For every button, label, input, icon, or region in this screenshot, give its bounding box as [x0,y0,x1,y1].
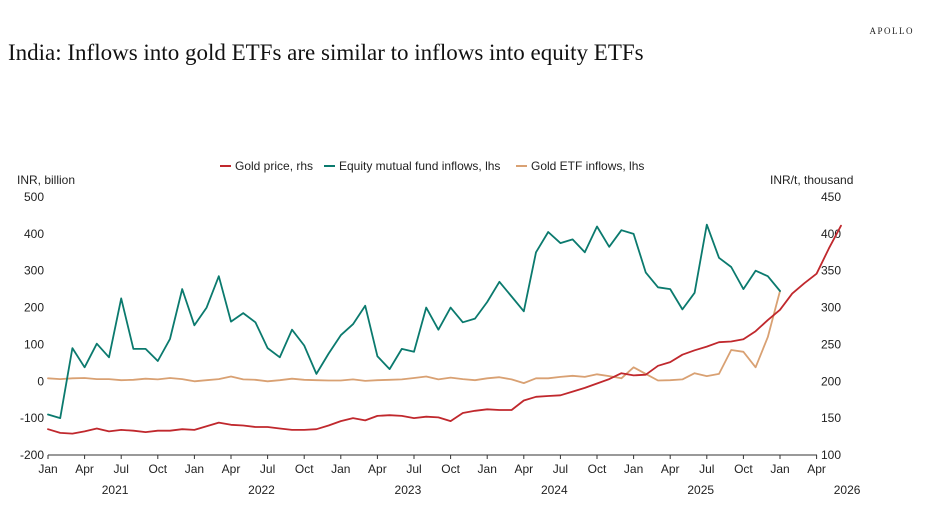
x-tick-label: Oct [295,462,314,476]
right-tick-label: 150 [821,411,841,425]
right-tick-label: 300 [821,301,841,315]
left-tick-label: 200 [24,301,44,315]
x-tick-label: Jan [624,462,643,476]
x-year-label: 2023 [395,483,422,497]
left-tick-label: 300 [24,264,44,278]
series-layer [47,223,842,435]
x-tick-label: Apr [514,462,533,476]
x-tick-label: Apr [807,462,826,476]
x-tick-label: Jan [770,462,789,476]
x-year-label: 2022 [248,483,275,497]
x-tick-label: Jul [406,462,421,476]
chart-title: India: Inflows into gold ETFs are simila… [8,40,644,65]
x-year-label: 2026 [834,483,861,497]
series-line-gold-price [47,224,842,435]
x-tick-label: Jul [114,462,129,476]
legend-label-gold-price: Gold price, rhs [235,159,313,173]
x-tick-label: Apr [368,462,387,476]
series-line-gold-etf-inflows [47,290,781,385]
x-axis-ticks: Jan Apr Jul Oct Jan Apr Jul Oct Jan Apr Jul Oct Jan A… [38,455,861,497]
x-tick-label: Apr [222,462,241,476]
left-axis-ticks: -200 -100 0 100 200 300 400 500 [20,190,44,462]
x-tick-label: Oct [441,462,460,476]
left-tick-label: 400 [24,227,44,241]
right-tick-label: 450 [821,190,841,204]
right-tick-label: 250 [821,337,841,351]
x-tick-label: Jan [478,462,497,476]
legend-label-gold-etf-inflows: Gold ETF inflows, lhs [531,159,644,173]
x-tick-label: Oct [588,462,607,476]
x-tick-label: Jul [553,462,568,476]
x-year-label: 2025 [687,483,714,497]
left-tick-label: 100 [24,337,44,351]
x-tick-label: Oct [148,462,167,476]
x-tick-label: Jan [38,462,57,476]
x-tick-label: Oct [734,462,753,476]
x-tick-label: Jan [331,462,350,476]
x-year-label: 2024 [541,483,568,497]
brand-logo: APOLLO [869,26,914,36]
left-tick-label: 500 [24,190,44,204]
legend-label-equity-inflows: Equity mutual fund inflows, lhs [339,159,500,173]
x-year-label: 2021 [102,483,129,497]
right-tick-label: 100 [821,448,841,462]
x-tick-label: Jul [260,462,275,476]
legend: Gold price, rhs Equity mutual fund inflo… [220,159,644,173]
right-axis-ticks: 100 150 200 250 300 350 400 450 [821,190,841,462]
x-tick-label: Jan [185,462,204,476]
left-tick-label: 0 [37,374,44,388]
x-tick-label: Jul [699,462,714,476]
right-tick-label: 350 [821,264,841,278]
x-tick-label: Apr [661,462,680,476]
left-axis-title: INR, billion [17,173,75,187]
right-tick-label: 400 [821,227,841,241]
left-tick-label: -100 [20,411,44,425]
x-tick-label: Apr [75,462,94,476]
series-line-equity-inflows [47,223,781,420]
left-tick-label: -200 [20,448,44,462]
right-tick-label: 200 [821,374,841,388]
right-axis-title: INR/t, thousand [770,173,853,187]
